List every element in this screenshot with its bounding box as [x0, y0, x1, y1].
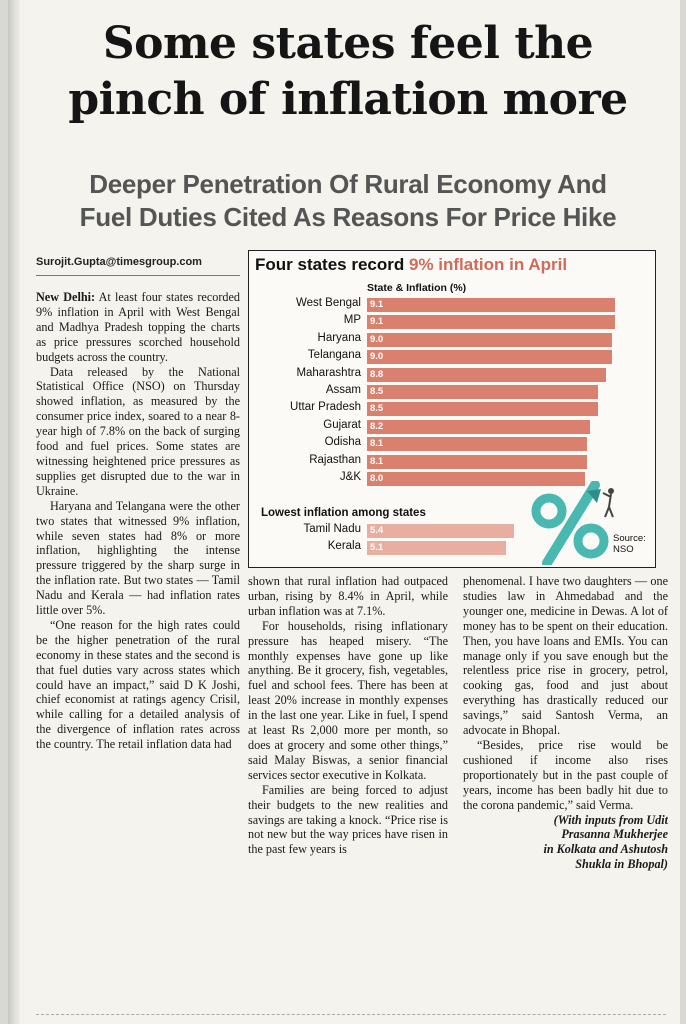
bar-value-label: 8.0: [370, 473, 384, 484]
article-paragraph: shown that rural inflation had outpaced …: [248, 574, 448, 618]
bar-label: West Bengal: [296, 297, 361, 309]
bar: [367, 385, 599, 399]
bar: [367, 437, 588, 452]
bar: [367, 332, 612, 347]
bar-label: Haryana: [317, 331, 361, 344]
article-paragraph: For households, rising inflationary pres…: [248, 618, 448, 782]
bar-label: Assam: [325, 384, 361, 396]
bar: [367, 419, 591, 434]
bar-label: Odisha: [324, 436, 361, 449]
bar-label: Maharashtra: [296, 366, 361, 379]
bar-label: Gujarat: [323, 418, 361, 431]
chart-source: Source: NSO: [613, 533, 646, 555]
inflation-chart: Four states record 9% inflation in April…: [248, 250, 656, 568]
page-fold-shadow: [8, 0, 20, 1024]
bar-value-label: 8.2: [370, 420, 384, 432]
subheadline-line-1: Deeper Penetration Of Rural Economy And: [89, 169, 607, 199]
bar: [367, 524, 514, 538]
article-paragraph: phenomenal. I have two daughters — one s…: [463, 574, 668, 738]
article-paragraph: Data released by the National Statistica…: [36, 364, 240, 498]
bar: [367, 472, 585, 486]
bar-label: Uttar Pradesh: [290, 401, 361, 414]
bar-value-label: 8.1: [370, 455, 384, 467]
bar-value-label: 9.1: [370, 299, 384, 310]
headline: Some states feel the pinch of inflation …: [30, 16, 666, 128]
bar-value-label: 9.0: [370, 351, 384, 363]
chart-subtitle: State & Inflation (%): [367, 282, 467, 294]
percent-graphic-icon: [531, 481, 614, 565]
bar-value-label: 8.1: [370, 438, 384, 450]
bar: [367, 350, 612, 365]
bar-label: MP: [343, 314, 361, 327]
chart-title: Four states record 9% inflation in April: [255, 255, 568, 274]
subheadline: Deeper Penetration Of Rural Economy And …: [30, 168, 666, 234]
article-paragraph: “Besides, price rise would be cushioned …: [463, 737, 668, 812]
bar: [367, 315, 615, 330]
bar-value-label: 9.0: [370, 333, 384, 345]
bar: [367, 298, 615, 312]
bar-value-label: 8.5: [370, 403, 384, 415]
bar: [367, 367, 607, 382]
article-paragraph: Haryana and Telangana were the other two…: [36, 498, 240, 618]
article-column-1: New Delhi: At least four states recorded…: [36, 290, 240, 1000]
byline: Surojit.Gupta@timesgroup.com: [36, 256, 202, 268]
subheadline-line-2: Fuel Duties Cited As Reasons For Price H…: [79, 202, 617, 232]
bar-label: J&K: [339, 471, 361, 483]
bar: [367, 541, 506, 556]
bar-value-label: 8.5: [370, 386, 384, 397]
page-bottom-rule: [36, 1014, 666, 1015]
chart-title-highlight: 9% inflation in April: [409, 255, 568, 274]
article-paragraph: “One reason for the high rates could be …: [36, 617, 240, 752]
bar: [367, 402, 599, 417]
bar-label: Tamil Nadu: [303, 523, 361, 535]
bar-value-label: 8.8: [370, 368, 384, 380]
article-paragraph: Families are being forced to adjust thei…: [248, 782, 448, 857]
byline-divider: [36, 275, 240, 276]
bar: [367, 454, 588, 469]
bar-label: Telangana: [307, 349, 361, 362]
bar-value-label: 9.1: [370, 316, 384, 328]
dateline: New Delhi:: [36, 290, 96, 304]
headline-line-2: pinch of inflation more: [68, 74, 628, 125]
headline-line-1: Some states feel the: [102, 18, 594, 69]
bar-label: Rajasthan: [309, 453, 361, 466]
bar-label: Kerala: [327, 540, 361, 553]
newspaper-page: Some states feel the pinch of inflation …: [8, 0, 680, 1024]
bar-value-label: 5.4: [370, 525, 384, 536]
article-column-3: phenomenal. I have two daughters — one s…: [463, 574, 668, 1004]
bar-value-label: 5.1: [370, 542, 384, 554]
article-paragraph: New Delhi: At least four states recorded…: [36, 290, 240, 364]
reporter-credit: (With inputs from Udit Prasanna Mukherje…: [543, 812, 668, 872]
lowest-inflation-label: Lowest inflation among states: [261, 507, 426, 519]
article-column-2: shown that rural inflation had outpaced …: [248, 574, 448, 1004]
